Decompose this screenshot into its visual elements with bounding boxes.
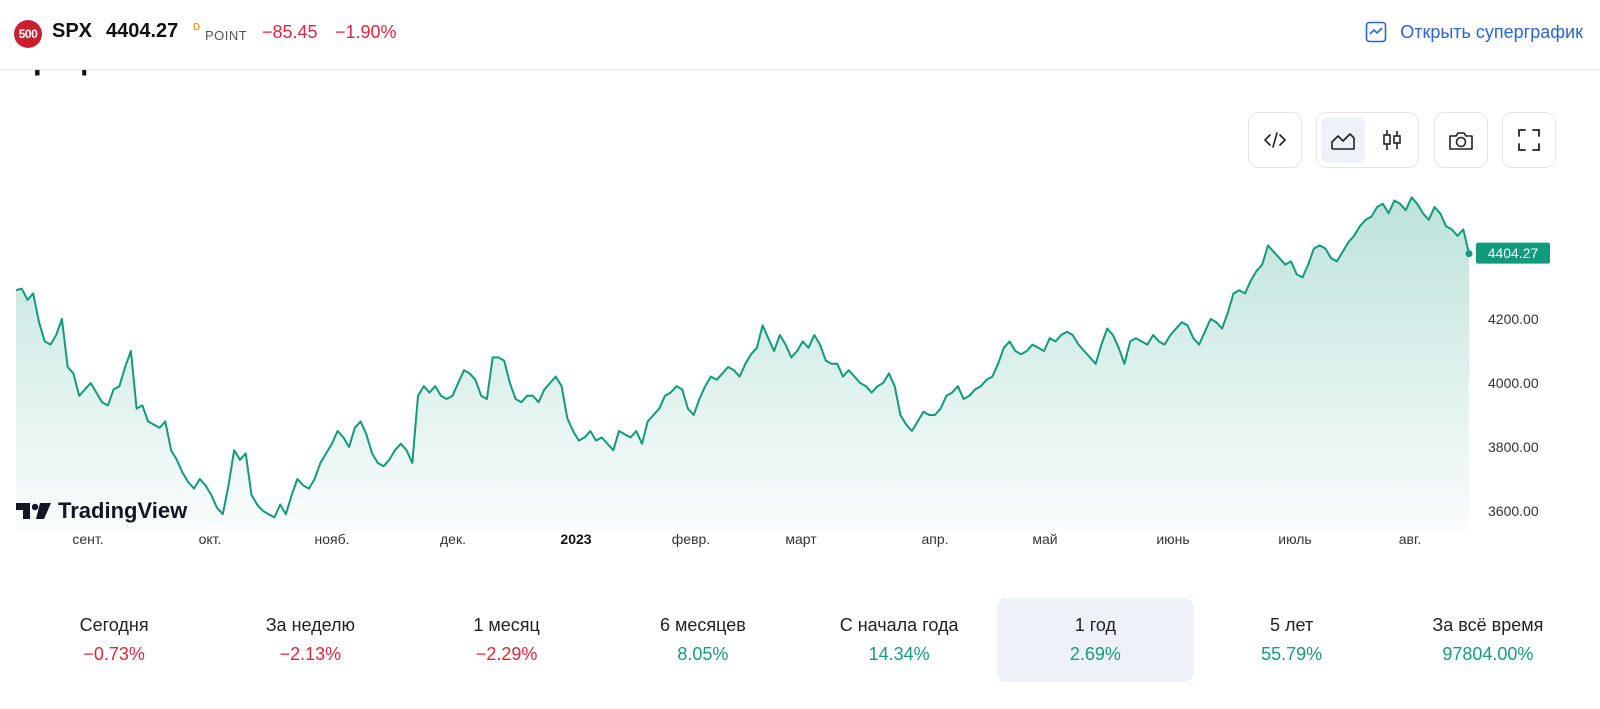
period-label: 1 год	[1074, 615, 1117, 635]
area-chart-icon	[1330, 133, 1355, 150]
x-tick-label: март	[785, 531, 817, 547]
fullscreen-group	[1502, 112, 1556, 168]
period-change: −2.13%	[279, 644, 342, 664]
code-embed-icon	[1263, 132, 1287, 148]
price-change-percent: −1.90%	[335, 22, 397, 42]
period-performance-row: Сегодня −0.73% За неделю −2.13% 1 месяц −2.29…	[16, 598, 1586, 682]
chart-type-group	[1316, 112, 1419, 168]
x-tick-label: сент.	[72, 531, 103, 547]
period-label: 6 месяцев	[659, 615, 746, 635]
period-change: 55.79%	[1261, 644, 1323, 664]
period-change: −2.29%	[475, 644, 538, 664]
period-label: С начала года	[839, 615, 959, 635]
snapshot-button[interactable]	[1439, 117, 1483, 163]
period-tab[interactable]: 5 лет 55.79%	[1194, 598, 1390, 682]
period-change: 97804.00%	[1442, 644, 1534, 664]
candlestick-icon	[1383, 130, 1402, 150]
y-tick-label: 4200.00	[1488, 311, 1539, 327]
x-tick-label: февр.	[672, 531, 710, 547]
price-line	[15, 196, 1470, 519]
x-tick-label: авг.	[1399, 531, 1422, 547]
fullscreen-button[interactable]	[1507, 117, 1551, 163]
period-change: 14.34%	[868, 644, 930, 664]
tradingview-wordmark: TradingView	[58, 498, 188, 523]
period-label: Сегодня	[79, 615, 149, 635]
open-superchart-link[interactable]: Открыть суперграфик	[1364, 20, 1583, 44]
camera-icon	[1449, 132, 1473, 150]
period-change: 8.05%	[677, 644, 729, 664]
last-price-dot	[1465, 250, 1473, 258]
quote-header: 500 SPX 4404.27 D POINT −85.45 −1.90% От…	[0, 0, 1600, 70]
period-tab[interactable]: 6 месяцев 8.05%	[605, 598, 801, 682]
y-tick-label: 4000.00	[1488, 375, 1539, 391]
period-tab[interactable]: Сегодня −0.73%	[16, 598, 212, 682]
chart-window-icon	[1365, 21, 1387, 43]
period-label: 1 месяц	[473, 615, 540, 635]
embed-button-group	[1248, 112, 1302, 168]
period-tab[interactable]: 1 год 2.69%	[997, 598, 1194, 682]
ticker-symbol: SPX	[52, 20, 93, 42]
period-change: 2.69%	[1069, 644, 1121, 664]
x-tick-label: 2023	[560, 531, 591, 547]
x-tick-label: нояб.	[314, 531, 349, 547]
tradingview-logo-icon	[16, 503, 51, 519]
candlestick-button[interactable]	[1371, 117, 1415, 163]
period-tab[interactable]: С начала года 14.34%	[801, 598, 997, 682]
embed-code-button[interactable]	[1253, 117, 1297, 163]
index-badge: 500	[14, 20, 42, 48]
period-tab[interactable]: За всё время 97804.00%	[1390, 598, 1586, 682]
price-marker: D	[193, 22, 201, 33]
period-label: За неделю	[265, 615, 356, 635]
price-unit: POINT	[205, 28, 248, 43]
x-tick-label: апр.	[921, 531, 948, 547]
fullscreen-icon	[1518, 129, 1540, 151]
y-tick-label: 3800.00	[1488, 439, 1539, 455]
period-change: −0.73%	[83, 644, 145, 664]
period-tab[interactable]: 1 месяц −2.29%	[409, 598, 605, 682]
tradingview-watermark[interactable]: TradingView	[16, 498, 187, 524]
price-change: −85.45	[262, 22, 318, 42]
period-label: За всё время	[1432, 615, 1544, 635]
snapshot-group	[1434, 112, 1488, 168]
last-price: 4404.27	[106, 20, 179, 42]
x-tick-label: дек.	[440, 531, 466, 547]
x-tick-label: июль	[1278, 531, 1311, 547]
x-tick-label: окт.	[199, 531, 222, 547]
area-chart-button[interactable]	[1321, 117, 1365, 163]
price-area-fill	[16, 197, 1469, 530]
period-tab[interactable]: За неделю −2.13%	[212, 598, 408, 682]
svg-text:4404.27: 4404.27	[1488, 245, 1539, 261]
x-tick-label: июнь	[1156, 531, 1189, 547]
open-superchart-label: Открыть суперграфик	[1400, 21, 1583, 42]
last-price-tag: 4404.27	[1476, 242, 1550, 264]
period-label: 5 лет	[1270, 615, 1314, 635]
x-tick-label: май	[1032, 531, 1057, 547]
y-tick-label: 3600.00	[1488, 503, 1539, 519]
